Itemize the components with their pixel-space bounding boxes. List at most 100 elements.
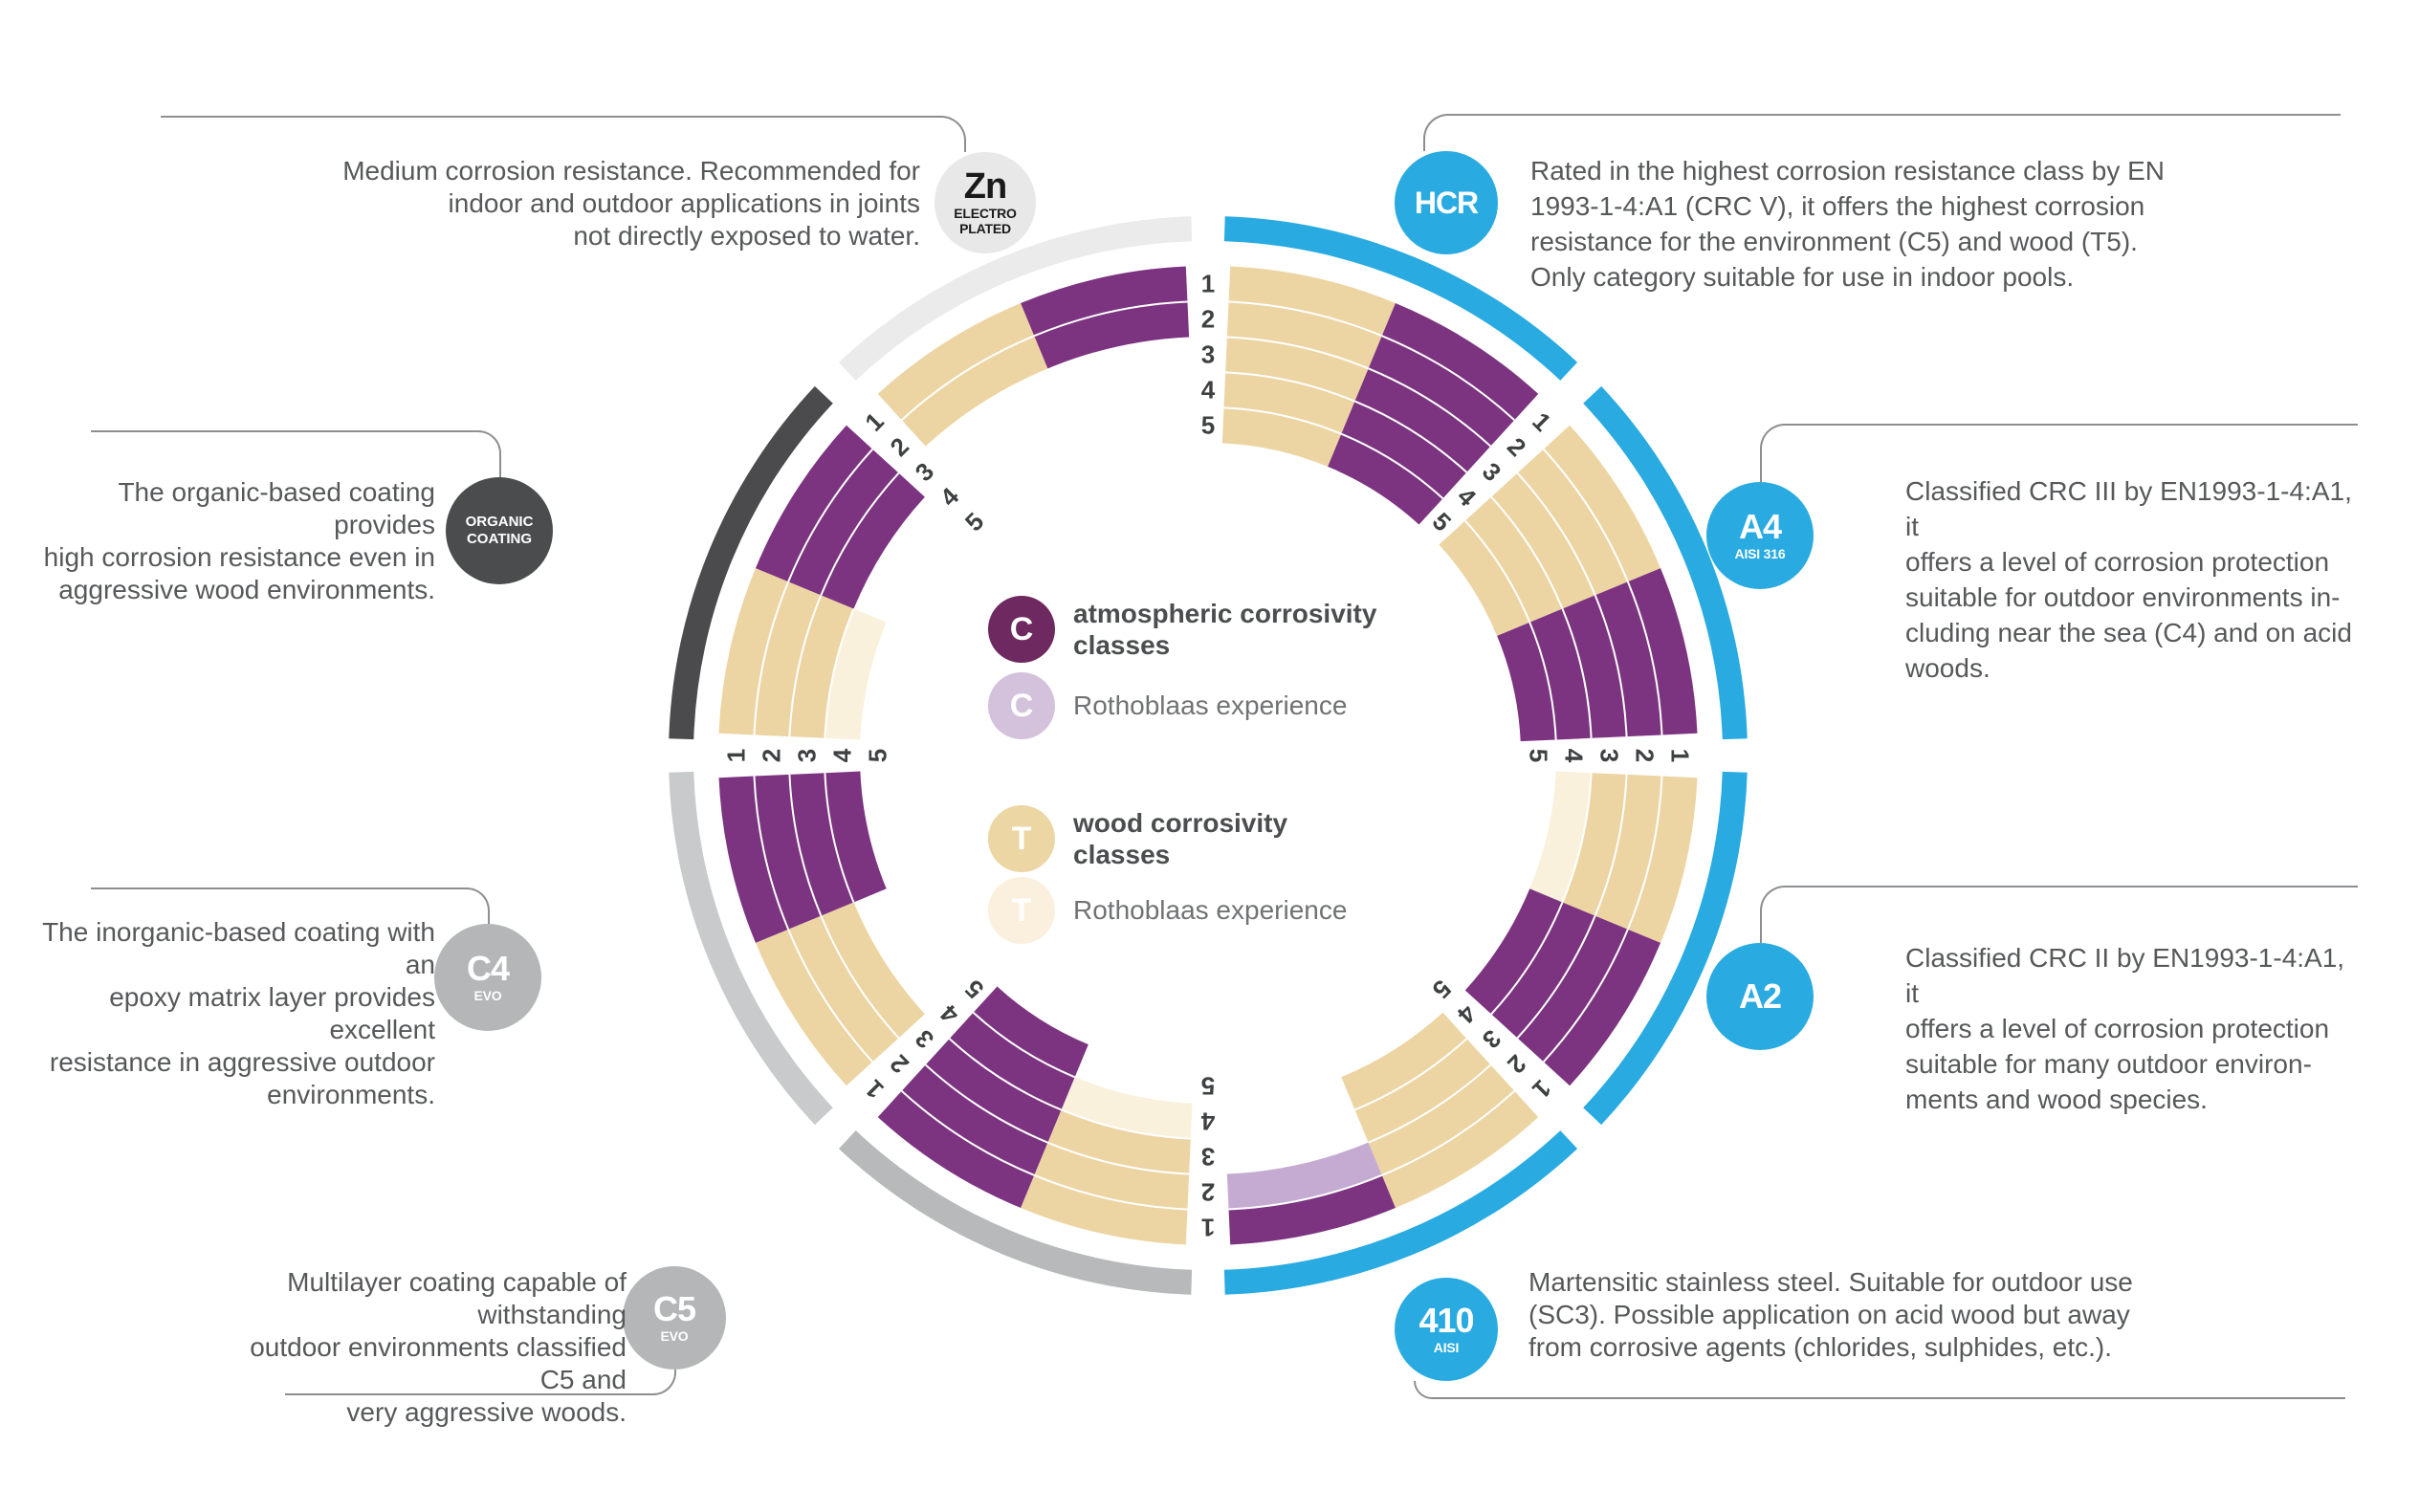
ring-divider bbox=[1516, 915, 1596, 1040]
sector-A2-atmospheric-ring-1 bbox=[1543, 929, 1661, 1086]
legend-wood-classes-icon: T bbox=[988, 805, 1055, 872]
ring-number: 3 bbox=[1595, 749, 1624, 762]
badge-a4-aisi316: A4 AISI 316 bbox=[1706, 482, 1814, 589]
callout-line-a4 bbox=[1760, 424, 2358, 482]
ring-divider bbox=[1033, 1173, 1188, 1211]
sector-410 AISI-wood-ring-2 bbox=[1368, 1064, 1515, 1175]
badge-organic-title: ORGANIC COATING bbox=[465, 514, 534, 547]
ring-divider bbox=[1228, 300, 1383, 338]
sector-C5 EVO-wood-ring-3 bbox=[1047, 1109, 1191, 1174]
ring-divider bbox=[820, 915, 900, 1040]
sector-HCR-atmospheric-ring-5 bbox=[1328, 433, 1443, 525]
ring-divider bbox=[1626, 581, 1663, 735]
sector-C5 EVO-atmospheric-ring-4 bbox=[949, 1012, 1075, 1110]
ring-divider bbox=[948, 1038, 1062, 1111]
ring-number: 5 bbox=[1201, 1072, 1215, 1101]
sector-C4 EVO-wood-ring-1 bbox=[755, 929, 873, 1086]
ring-number: 1 bbox=[1201, 270, 1215, 298]
ring-number: 4 bbox=[935, 481, 965, 512]
sector-HCR-wood-ring-2 bbox=[1226, 301, 1382, 369]
ring-number: 1 bbox=[859, 1074, 889, 1104]
sector-C5 EVO-atmospheric-ring-3 bbox=[925, 1039, 1062, 1143]
ring-number: 2 bbox=[884, 1049, 913, 1079]
ring-divider bbox=[1516, 471, 1596, 596]
ring-divider bbox=[753, 776, 790, 931]
badge-c5-title: C5 bbox=[652, 1289, 696, 1328]
sector-ORGANIC COATING-wood-ring-3 bbox=[789, 595, 854, 738]
badge-410-title: 410 bbox=[1418, 1301, 1474, 1340]
legend-atmospheric-classes-icon: C bbox=[988, 596, 1055, 663]
sector-A4 AISI 316-atmospheric-ring-2 bbox=[1594, 581, 1662, 737]
sector-HCR-wood-ring-5 bbox=[1221, 407, 1342, 467]
badge-c5-evo: C5 EVO bbox=[623, 1266, 726, 1370]
ring-number: 1 bbox=[1201, 1214, 1215, 1242]
sector-410 AISI-atmospheric-ring-2 bbox=[1226, 1142, 1382, 1210]
sector-arc-HCR bbox=[1223, 216, 1578, 381]
ring-number: 4 bbox=[1200, 1107, 1215, 1136]
ring-divider bbox=[787, 929, 873, 1063]
sector-ORGANIC COATING-wood-ring-4 bbox=[825, 608, 887, 740]
ring-divider bbox=[972, 1012, 1076, 1079]
legend-wood-experience-label: Rothoblaas experience bbox=[1073, 895, 1348, 925]
ring-number: 5 bbox=[864, 749, 892, 762]
ring-number: 5 bbox=[1427, 507, 1457, 537]
badge-zn-subtitle: ELECTRO PLATED bbox=[954, 206, 1017, 236]
ring-divider bbox=[1490, 902, 1564, 1016]
ring-divider bbox=[753, 581, 790, 735]
sector-A4 AISI 316-wood-ring-1 bbox=[1543, 425, 1661, 582]
ring-divider bbox=[788, 774, 823, 916]
badge-organic-coating: ORGANIC COATING bbox=[446, 477, 553, 584]
sector-C4 EVO-atmospheric-ring-3 bbox=[789, 773, 854, 916]
sector-ORGANIC COATING-wood-ring-2 bbox=[754, 581, 822, 737]
ring-number: 5 bbox=[1201, 411, 1215, 440]
sector-A4 AISI 316-atmospheric-ring-3 bbox=[1562, 595, 1627, 738]
badge-hcr: HCR bbox=[1395, 151, 1498, 254]
sector-A2-wood-ring-3 bbox=[1562, 773, 1627, 916]
ring-number: 3 bbox=[910, 457, 939, 487]
legend-wood-experience-icon: T bbox=[988, 877, 1055, 944]
sector-A4 AISI 316-wood-ring-2 bbox=[1517, 449, 1628, 596]
sector-arc-C5 EVO bbox=[838, 1130, 1193, 1295]
ring-divider bbox=[824, 773, 855, 903]
ring-number: 1 bbox=[722, 749, 751, 762]
ring-divider bbox=[1225, 371, 1355, 403]
sector-ORGANIC COATING-wood-ring-1 bbox=[718, 568, 789, 735]
ring-number: 3 bbox=[793, 749, 822, 762]
badge-c4-evo: C4 EVO bbox=[434, 924, 541, 1031]
ring-number: 3 bbox=[1201, 340, 1215, 369]
ring-divider bbox=[824, 608, 855, 738]
ring-divider bbox=[1381, 335, 1515, 421]
callout-line-a2 bbox=[1760, 886, 2358, 943]
badge-a2: A2 bbox=[1706, 943, 1814, 1050]
legend-atmospheric-classes-label: atmospheric corrosivity classes bbox=[1073, 599, 1377, 660]
ring-number: 4 bbox=[934, 998, 964, 1029]
badge-c4-title: C4 bbox=[466, 949, 510, 988]
ring-number: 3 bbox=[1477, 457, 1506, 487]
ring-divider bbox=[1561, 608, 1593, 738]
sector-Zn ELECTRO PLATED-wood-ring-2 bbox=[901, 336, 1048, 447]
sector-C4 EVO-atmospheric-ring-1 bbox=[718, 776, 789, 943]
ring-divider bbox=[788, 595, 823, 737]
ring-number: 3 bbox=[1201, 1143, 1215, 1172]
sector-arc-ORGANIC COATING bbox=[669, 385, 833, 740]
callout-text-hcr: Rated in the highest corrosion resistanc… bbox=[1530, 156, 2165, 292]
ring-number: 3 bbox=[910, 1024, 939, 1054]
badge-hcr-title: HCR bbox=[1414, 186, 1479, 220]
badge-c4-subtitle: EVO bbox=[473, 988, 502, 1003]
callout-line-hcr bbox=[1423, 114, 2341, 151]
ring-divider bbox=[1033, 300, 1188, 338]
legend-c-experience-symbol: C bbox=[1009, 687, 1034, 724]
sector-A2-atmospheric-ring-2 bbox=[1517, 915, 1628, 1063]
sector-arc-A4 AISI 316 bbox=[1583, 385, 1748, 740]
ring-divider bbox=[1594, 595, 1628, 737]
sector-arc-A2 bbox=[1583, 771, 1748, 1126]
sector-Zn ELECTRO PLATED-wood-ring-1 bbox=[877, 302, 1035, 421]
sector-Zn ELECTRO PLATED-atmospheric-ring-2 bbox=[1034, 301, 1190, 369]
sector-C4 EVO-wood-ring-2 bbox=[788, 915, 899, 1063]
ring-number: 2 bbox=[1502, 1049, 1531, 1079]
sector-C4 EVO-wood-ring-3 bbox=[821, 902, 925, 1039]
sector-C4 EVO-atmospheric-ring-4 bbox=[825, 771, 887, 903]
ring-divider bbox=[1046, 1141, 1190, 1175]
sector-C5 EVO-wood-ring-1 bbox=[1021, 1174, 1188, 1245]
